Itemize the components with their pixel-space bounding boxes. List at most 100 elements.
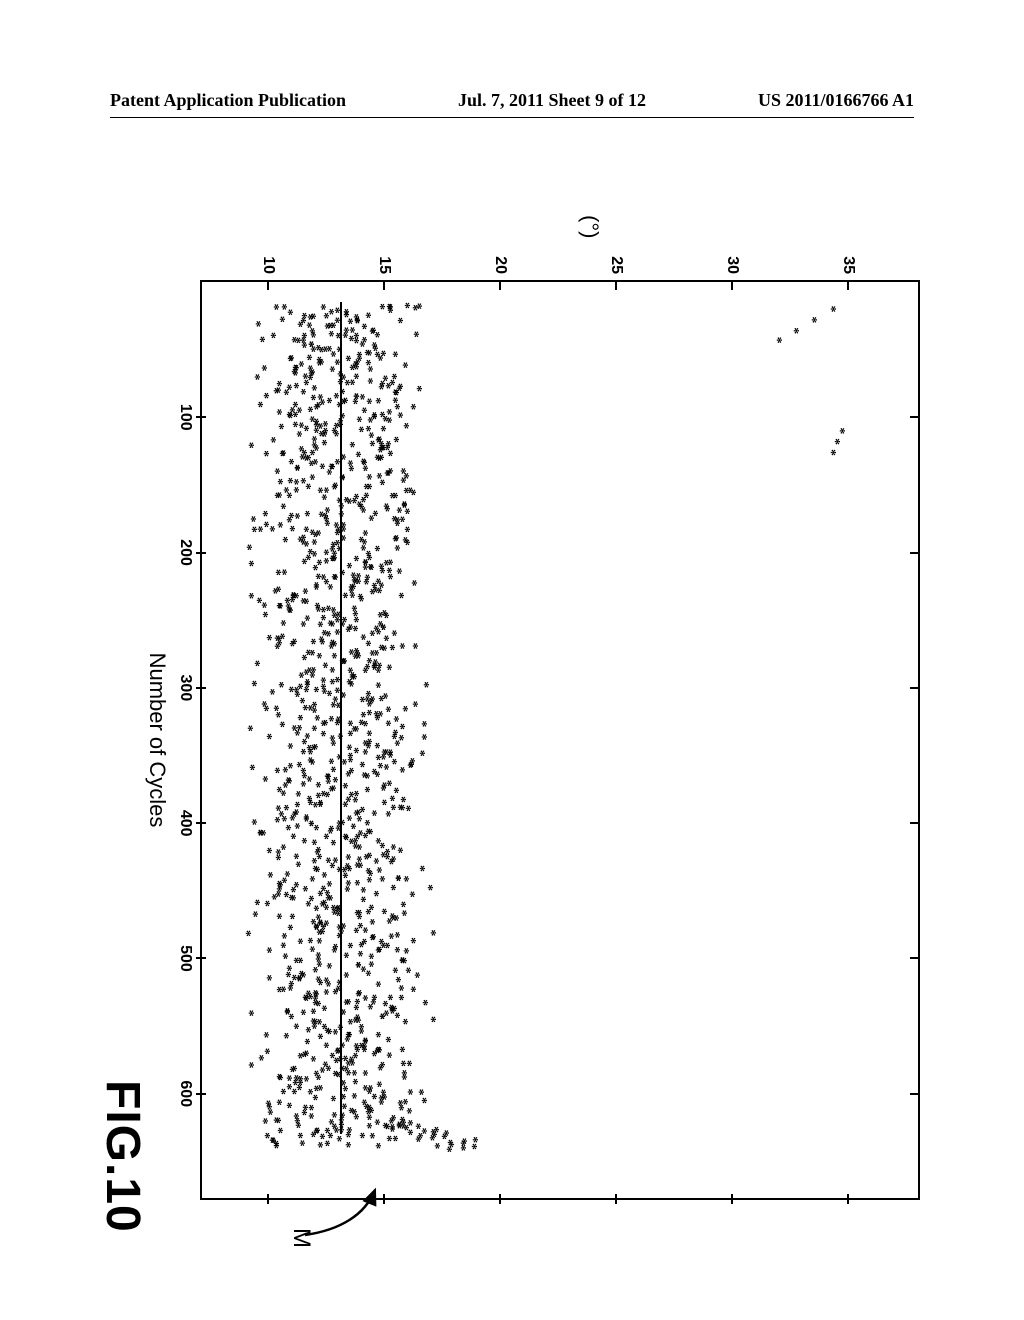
y-tick-label: 10	[259, 256, 277, 274]
figure-10: Number of Cycles 10020030040050060010152…	[90, 170, 940, 1270]
y-tick	[267, 280, 269, 290]
scatter-point: *	[392, 804, 406, 811]
scatter-point: *	[254, 364, 268, 371]
scatter-point: *	[243, 516, 257, 523]
scatter-point: *	[349, 913, 363, 920]
scatter-point: *	[335, 592, 349, 599]
scatter-point: *	[319, 468, 333, 475]
scatter-point: *	[312, 928, 326, 935]
x-tick-label: 500	[176, 945, 194, 972]
scatter-point: *	[336, 952, 350, 959]
figure-label: FIG.10	[95, 1080, 150, 1233]
scatter-point: *	[241, 560, 255, 567]
scatter-point: *	[281, 894, 295, 901]
scatter-point: *	[823, 449, 837, 456]
x-tick-label: 400	[176, 810, 194, 837]
scatter-point: *	[385, 351, 399, 358]
scatter-point: *	[769, 337, 783, 344]
x-tick-label: 600	[176, 1080, 194, 1107]
y-tick	[615, 280, 617, 290]
scatter-point: *	[345, 842, 359, 849]
scatter-point: *	[304, 839, 318, 846]
scatter-point: *	[255, 611, 269, 618]
scatter-point: *	[392, 766, 406, 773]
scatter-point: *	[385, 967, 399, 974]
scatter-point: *	[326, 430, 340, 437]
scatter-point: *	[439, 1146, 453, 1153]
scatter-point: *	[403, 937, 417, 944]
scatter-point: *	[323, 351, 337, 358]
scatter-point: *	[403, 403, 417, 410]
scatter-point: *	[247, 899, 261, 906]
y-tick	[615, 1194, 617, 1204]
scatter-point: *	[395, 1018, 409, 1025]
y-tick-label: 30	[723, 256, 741, 274]
scatter-point: *	[334, 657, 348, 664]
scatter-point: *	[378, 720, 392, 727]
scatter-point: *	[293, 620, 307, 627]
scatter-point: *	[366, 890, 380, 897]
plot-area: Number of Cycles 10020030040050060010152…	[200, 280, 920, 1200]
scatter-point: *	[279, 1102, 293, 1109]
scatter-point: *	[273, 986, 287, 993]
header-left: Patent Application Publication	[110, 90, 346, 111]
scatter-point: *	[271, 423, 285, 430]
scatter-point: *	[414, 720, 428, 727]
scatter-point: *	[242, 764, 256, 771]
scatter-point: *	[423, 1016, 437, 1023]
scatter-point: *	[259, 974, 273, 981]
scatter-point: *	[288, 861, 302, 868]
y-tick	[267, 1194, 269, 1204]
scatter-point: *	[302, 875, 316, 882]
y-tick	[383, 1194, 385, 1204]
scatter-point: *	[276, 1032, 290, 1039]
scatter-point: *	[281, 607, 295, 614]
scatter-point: *	[284, 638, 298, 645]
scatter-point: *	[358, 640, 372, 647]
scatter-point: *	[260, 871, 274, 878]
scatter-point: *	[382, 1125, 396, 1132]
scatter-point: *	[309, 652, 323, 659]
scatter-point: *	[387, 544, 401, 551]
scatter-point: *	[371, 383, 385, 390]
scatter-point: *	[338, 1141, 352, 1148]
scatter-point: *	[388, 976, 402, 983]
scatter-point: *	[262, 688, 276, 695]
scatter-point: *	[241, 442, 255, 449]
x-tick-label: 100	[176, 404, 194, 431]
scatter-point: *	[351, 595, 365, 602]
scatter-point: *	[245, 911, 259, 918]
scatter-point: *	[332, 474, 346, 481]
scatter-point: *	[260, 1109, 274, 1116]
y-tick	[731, 280, 733, 290]
scatter-point: *	[303, 1131, 317, 1138]
scatter-point: *	[359, 473, 373, 480]
scatter-point: *	[337, 379, 351, 386]
scatter-point: *	[403, 489, 417, 496]
x-tick	[910, 957, 920, 959]
scatter-point: *	[301, 1113, 315, 1120]
scatter-point: *	[382, 492, 396, 499]
scatter-point: *	[380, 307, 394, 314]
scatter-point: *	[407, 972, 421, 979]
scatter-point: *	[292, 1140, 306, 1147]
scatter-point: *	[348, 451, 362, 458]
scatter-point: *	[250, 526, 264, 533]
scatter-point: *	[364, 810, 378, 817]
scatter-point: *	[411, 1089, 425, 1096]
scatter-point: *	[342, 441, 356, 448]
scatter-point: *	[359, 398, 373, 405]
scatter-point: *	[254, 602, 268, 609]
scatter-point: *	[396, 947, 410, 954]
scatter-point: *	[280, 309, 294, 316]
scatter-point: *	[263, 436, 277, 443]
scatter-point: *	[362, 650, 376, 657]
x-tick	[196, 552, 206, 554]
scatter-point: *	[337, 886, 351, 893]
scatter-point: *	[323, 839, 337, 846]
scatter-point: *	[273, 942, 287, 949]
scatter-point: *	[353, 896, 367, 903]
scatter-point: *	[282, 1066, 296, 1073]
scatter-point: *	[331, 510, 345, 517]
scatter-point: *	[804, 316, 818, 323]
